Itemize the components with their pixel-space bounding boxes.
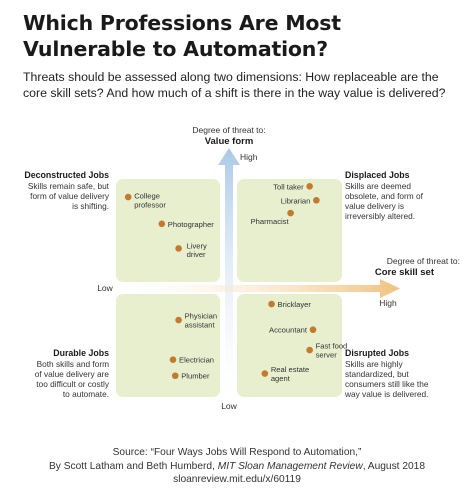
data-point-marker (313, 196, 320, 204)
data-point: Photographer (158, 220, 214, 229)
data-point-label: Accountant (269, 326, 308, 335)
quadrant-title: Disrupted Jobs (345, 348, 409, 358)
quadrant-line: value delivery is (345, 201, 404, 211)
quadrant-line: Both skills and form (37, 359, 109, 369)
quadrant-line: of value delivery are (35, 369, 110, 379)
data-point: Librarian (281, 196, 320, 205)
x-axis-high-label: High (379, 298, 397, 308)
data-point-marker (261, 370, 269, 377)
data-point-label: Photographer (168, 220, 214, 229)
quadrant-title: Displaced Jobs (345, 170, 410, 180)
data-point-label: driver (187, 250, 206, 259)
source-line-2: By Scott Latham and Beth Humberd, MIT Sl… (0, 460, 474, 474)
quadrant-durable-text: Durable Jobs Both skills and form of val… (35, 348, 110, 399)
data-point-label: Electrician (179, 356, 214, 365)
page-title: Which Professions Are Most Vulnerable to… (23, 11, 341, 61)
quadrant-title: Durable Jobs (53, 348, 109, 358)
quadrant-disrupted-text: Disrupted Jobs Skills are highly standar… (344, 348, 429, 399)
quadrant-line: consumers still like the (345, 379, 429, 389)
data-point-label: Librarian (281, 196, 311, 205)
source-url[interactable]: sloanreview.mit.edu/x/60119 (173, 474, 301, 485)
data-point-marker (309, 326, 317, 334)
source-citation: Source: “Four Ways Jobs Will Respond to … (0, 446, 474, 487)
data-point-marker (287, 209, 294, 217)
data-point: Bricklayer (268, 300, 311, 309)
quadrant-title: Deconstructed Jobs (24, 170, 109, 180)
data-point-label: Toll taker (273, 182, 304, 191)
quadrant-line: Skills remain safe, but (28, 181, 110, 191)
data-point-label: professor (134, 200, 166, 209)
data-point: Plumber (171, 372, 210, 381)
data-point-label: Bricklayer (278, 300, 312, 309)
data-point-label: College (134, 192, 160, 201)
data-point-label: Real estate (271, 365, 309, 374)
quadrant-durable-panel (116, 294, 220, 397)
data-point: Accountant (269, 326, 317, 335)
data-point: Pharmacist (251, 209, 294, 226)
quadrant-line: form of value delivery (30, 191, 110, 201)
y-axis-label-line1: Degree of threat to: (192, 125, 265, 135)
data-point-marker (175, 316, 182, 324)
quadrant-deconstructed-panel (116, 179, 220, 282)
y-axis-arrow (218, 148, 240, 398)
quadrant-line: Skills are highly (345, 359, 403, 369)
data-point-label: Livery (187, 241, 207, 250)
data-point-label: assistant (185, 321, 216, 330)
data-point-label: Pharmacist (251, 217, 290, 226)
x-axis-arrow (122, 279, 400, 298)
quadrant-line: irreversibly altered. (345, 211, 415, 221)
quadrant-displaced-text: Displaced Jobs Skills are deemed obsolet… (345, 170, 424, 221)
data-point-label: Physician (185, 312, 218, 321)
y-axis-high-label: High (240, 152, 258, 162)
data-point-marker (175, 245, 182, 252)
quadrant-displaced-panel (237, 179, 342, 282)
x-axis-low-label: Low (97, 283, 113, 293)
quadrant-line: standardized, but (345, 369, 409, 379)
x-axis-label-line2: Core skill set (375, 267, 435, 278)
quadrant-line: to automate. (63, 389, 109, 399)
quadrant-line: obsolete, and form of (345, 191, 424, 201)
data-point-marker (158, 220, 166, 228)
data-point-label: Plumber (181, 372, 210, 381)
quadrant-line: way value is delivered. (344, 389, 428, 399)
data-point-marker (171, 372, 179, 380)
quadrant-line: Skills are deemed (345, 181, 411, 191)
data-point: Toll taker (273, 182, 313, 191)
data-point-marker (124, 193, 132, 201)
source-publication: MIT Sloan Management Review (217, 460, 363, 472)
data-point-label: Fast food (316, 342, 348, 351)
y-axis-low-label: Low (221, 401, 237, 411)
data-point-marker (169, 356, 177, 363)
data-point: Electrician (169, 356, 214, 365)
data-point-marker (268, 300, 275, 308)
page-subtitle: Threats should be assessed along two dim… (23, 70, 446, 100)
data-point-marker (306, 183, 313, 190)
source-authors: By Scott Latham and Beth Humberd, (48, 460, 218, 472)
y-axis-label-line2: Value form (205, 136, 254, 147)
quadrant-line: too difficult or costly (36, 379, 110, 389)
quadrant-deconstructed-text: Deconstructed Jobs Skills remain safe, b… (24, 170, 109, 211)
data-point-label: server (316, 350, 338, 359)
data-point-marker (306, 346, 313, 354)
source-date: , August 2018 (362, 460, 426, 472)
source-line-1: Source: “Four Ways Jobs Will Respond to … (112, 447, 362, 458)
x-axis-label-line1: Degree of threat to: (387, 256, 460, 266)
data-point-label: agent (271, 374, 291, 383)
quadrant-line: is shifting. (72, 201, 109, 211)
